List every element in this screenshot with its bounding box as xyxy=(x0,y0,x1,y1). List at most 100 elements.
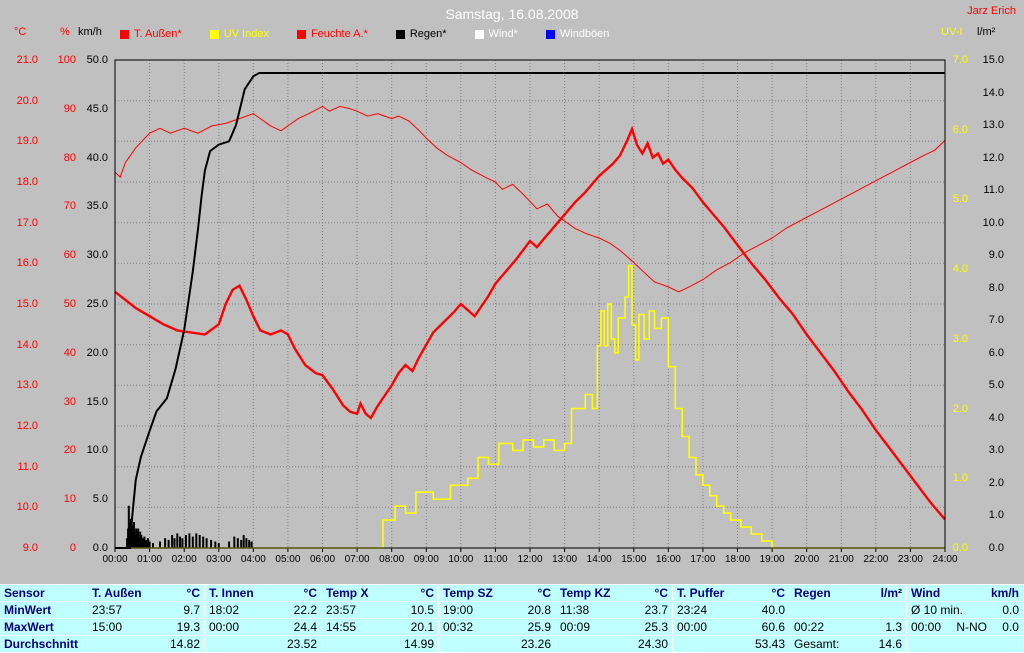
legend-item: Wind* xyxy=(474,28,518,40)
stats-avg-cell: 53.43 xyxy=(673,636,790,653)
series-regen_rate-bar xyxy=(171,535,174,548)
stat-value: 23:57 xyxy=(326,603,357,617)
series-regen_rate-bar xyxy=(145,539,148,548)
legend-item: Regen* xyxy=(395,28,447,40)
series-regen_rate-bar xyxy=(217,543,220,548)
legend-swatch-icon xyxy=(395,29,405,39)
stat-value: 19:00 xyxy=(443,603,474,617)
legend-label: Windböen xyxy=(559,28,610,40)
stats-max-cell: 00:00 60.6 xyxy=(673,619,790,636)
stat-value: °C xyxy=(654,586,668,600)
stat-value: °C xyxy=(303,586,317,600)
stats-max-cell: 00:32 25.9 xyxy=(439,619,556,636)
stat-value: Wind xyxy=(911,586,941,600)
series-regen_rate-bar xyxy=(228,541,231,548)
stat-value: 53.43 xyxy=(754,637,785,651)
stat-value: °C xyxy=(537,586,551,600)
stat-value: 00:00 xyxy=(911,620,942,634)
stat-value: 23.52 xyxy=(286,637,317,651)
stats-col-header: Wind km/h xyxy=(907,585,1024,602)
series-regen_rate-bar xyxy=(152,543,154,548)
series-regen_rate-bar xyxy=(173,538,176,548)
stats-avg-cell: 14.99 xyxy=(322,636,439,653)
series-regen_rate-bar xyxy=(176,533,179,548)
series-regen_rate-bar xyxy=(139,531,142,548)
stat-value: 00:32 xyxy=(443,620,474,634)
legend-swatch-icon xyxy=(120,29,129,39)
series-regen_rate-bar xyxy=(250,541,253,548)
stats-col-header: Temp KZ °C xyxy=(556,585,673,602)
series-regen_rate-bar xyxy=(140,535,143,548)
stat-value: °C xyxy=(420,586,434,600)
series-regen_rate-bar xyxy=(148,541,151,548)
stat-value: 25.3 xyxy=(644,620,668,634)
stat-value: 9.7 xyxy=(183,603,200,617)
legend-swatch-icon xyxy=(209,29,219,39)
stat-value: N-NO xyxy=(956,620,987,634)
stat-value: 40.0 xyxy=(761,603,785,617)
stat-value: T. Innen xyxy=(209,586,254,600)
stat-value: 23.7 xyxy=(644,603,668,617)
series-regen_rate-bar xyxy=(181,538,184,548)
stat-value: 0.0 xyxy=(1002,620,1019,634)
series-regen_rate-bar xyxy=(127,505,130,548)
series-regen_rate-bar xyxy=(198,535,201,548)
stat-value: 23:24 xyxy=(677,603,708,617)
legend-label: T. Außen* xyxy=(134,28,182,40)
stat-value: T. Außen xyxy=(92,586,142,600)
series-regen_rate-bar xyxy=(240,539,243,548)
stats-max-cell: 14:55 20.1 xyxy=(322,619,439,636)
legend-label: Wind* xyxy=(488,28,518,40)
series-regen_rate-bar xyxy=(146,538,149,548)
stats-avg-cell: 24.30 xyxy=(556,636,673,653)
stats-avg-cell: 23.26 xyxy=(439,636,556,653)
stat-value: 18:02 xyxy=(209,603,240,617)
stat-value: Gesamt: xyxy=(794,637,840,651)
stats-table: Sensor T. Außen °C T. Innen °C Temp X °C Temp S… xyxy=(0,584,1024,653)
stat-value: 20.8 xyxy=(527,603,551,617)
stat-value: 24.30 xyxy=(637,637,668,651)
series-regen_rate-bar xyxy=(141,538,144,548)
legend-label: Regen* xyxy=(409,28,447,40)
series-regen_rate-bar xyxy=(236,538,239,548)
stat-value: 23:57 xyxy=(92,603,123,617)
series-regen_rate-bar xyxy=(195,533,198,548)
legend-item: T. Außen* xyxy=(120,28,182,40)
series-regen_rate-bar xyxy=(188,533,191,548)
stat-value: 00:09 xyxy=(560,620,591,634)
series-regen_rate-bar xyxy=(143,536,146,548)
stats-max-cell: 00:00 N-NO 0.0 xyxy=(907,619,1024,636)
legend-item: Feuchte A.* xyxy=(296,28,368,40)
stat-value: Temp SZ xyxy=(443,586,493,600)
stat-value: 14.6 xyxy=(878,637,902,651)
stat-value: Regen xyxy=(794,586,831,600)
stats-avg-cell: Gesamt: 14.6 xyxy=(790,636,907,653)
stats-max-cell: 00:09 25.3 xyxy=(556,619,673,636)
legend-swatch-icon xyxy=(296,29,306,39)
stat-value: Temp KZ xyxy=(560,586,611,600)
stat-value: °C xyxy=(771,586,785,600)
stats-max-cell: 00:00 24.4 xyxy=(205,619,322,636)
series-regen_rate-bar xyxy=(164,538,167,548)
stats-row-label: MinWert xyxy=(0,602,88,619)
stats-min-cell: Ø 10 min. 0.0 xyxy=(907,602,1024,619)
stat-value: 10.5 xyxy=(410,603,434,617)
series-regen_rate-bar xyxy=(202,536,205,548)
stat-value: 24.4 xyxy=(293,620,317,634)
plot-border xyxy=(114,59,946,549)
series-regen_summe xyxy=(115,72,945,549)
series-regen_rate-bar xyxy=(167,539,170,548)
stats-col-header: T. Puffer °C xyxy=(673,585,790,602)
stat-value: km/h xyxy=(990,586,1019,600)
series-regen_rate-bar xyxy=(233,536,236,548)
stat-value: Temp X xyxy=(326,586,369,600)
series-regen_rate-bar xyxy=(130,531,133,548)
stat-value: 00:00 xyxy=(677,620,708,634)
series-regen_rate-bar xyxy=(191,536,194,548)
stat-value: 23.26 xyxy=(520,637,551,651)
stat-value: 15:00 xyxy=(92,620,123,634)
stats-col-header: Temp SZ °C xyxy=(439,585,556,602)
stat-value: 20.1 xyxy=(410,620,434,634)
